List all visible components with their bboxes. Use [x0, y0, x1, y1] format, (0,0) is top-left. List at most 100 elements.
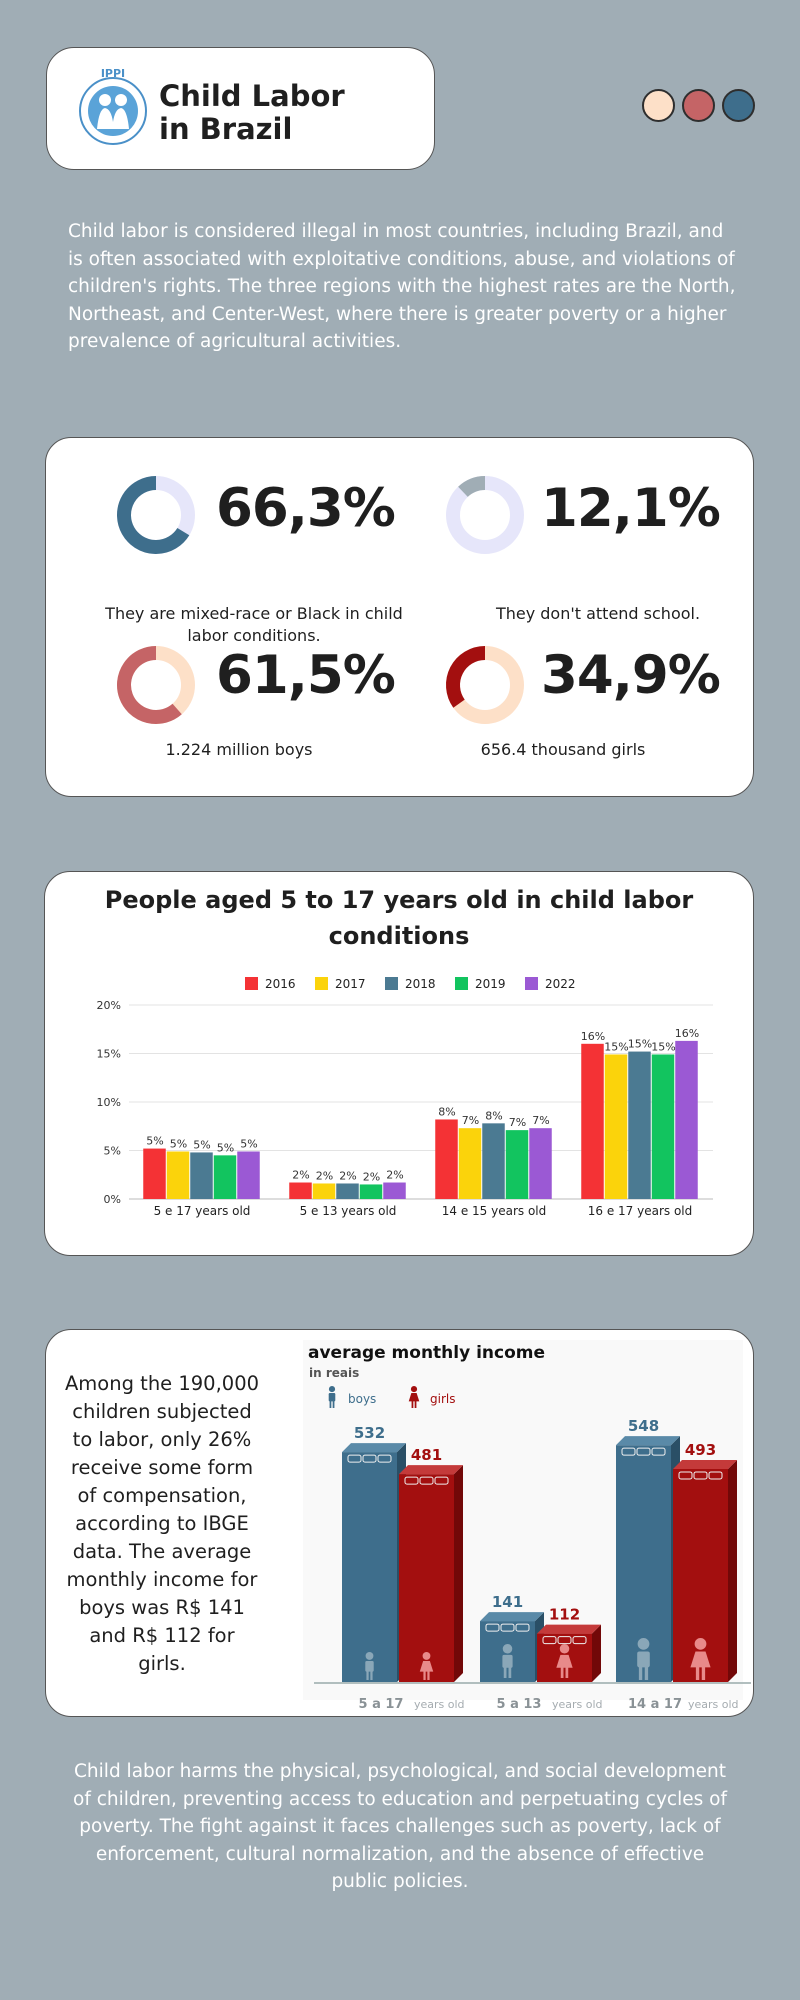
bar-2022-1: [383, 1182, 406, 1199]
legend-label: 2017: [335, 977, 366, 991]
bar-2016-3: [581, 1043, 604, 1199]
income-category-label: 5 a 17: [359, 1697, 404, 1712]
income-value-label: 548: [628, 1417, 659, 1435]
income-category-label: 14 a 17: [628, 1697, 682, 1712]
decorative-dot-blue: [722, 89, 755, 122]
bar-chart-title: People aged 5 to 17 years old in child l…: [104, 886, 694, 950]
legend-label: 2019: [475, 977, 506, 991]
person-leg: [332, 1400, 335, 1408]
income-value-label: 532: [354, 1424, 385, 1442]
person-leg: [366, 1671, 369, 1680]
person-leg: [508, 1667, 512, 1678]
page-title: Child Labor in Brazil: [159, 79, 345, 146]
x-tick-label: 5 e 13 years old: [300, 1204, 397, 1218]
income-chart-subtitle: in reais: [309, 1366, 359, 1380]
income-bar-boys-1: [480, 1612, 544, 1682]
legend-boys-label: boys: [348, 1392, 376, 1406]
coin-icon: [572, 1636, 587, 1645]
coin-icon: [485, 1623, 500, 1632]
person-leg: [427, 1671, 430, 1680]
income-category-unit: years old: [688, 1698, 739, 1711]
bar-2017-2: [458, 1128, 482, 1199]
person-leg: [414, 1400, 417, 1408]
intro-paragraph: Child labor is considered illegal in mos…: [68, 221, 736, 352]
data-label: 8%: [485, 1109, 502, 1122]
person-head: [365, 1652, 374, 1660]
person-leg: [695, 1666, 700, 1680]
bar-person-icon: [502, 1644, 513, 1678]
bar-top: [480, 1612, 544, 1622]
data-label: 15%: [604, 1040, 628, 1053]
person-body: [328, 1393, 336, 1402]
donut-chart-boys: [117, 646, 195, 724]
donut-chart-no-school: [446, 476, 524, 554]
legend-item-2016: 2016: [245, 977, 296, 991]
person-leg: [423, 1671, 426, 1680]
y-tick-label: 20%: [97, 999, 121, 1012]
data-label: 15%: [628, 1038, 652, 1051]
person-head: [328, 1386, 336, 1393]
person-body: [637, 1651, 650, 1668]
person-body: [690, 1651, 711, 1668]
data-label: 2%: [386, 1169, 403, 1182]
data-label: 5%: [240, 1137, 257, 1150]
legend-label: 2016: [265, 977, 296, 991]
donut-track: [446, 476, 524, 554]
header-card: IPPI Child Labor in Brazil: [46, 47, 435, 170]
data-label: 2%: [339, 1169, 356, 1182]
donut-segment: [117, 476, 190, 554]
person-leg: [701, 1666, 706, 1680]
stat-caption: 1.224 million boys: [165, 740, 313, 759]
data-label: 2%: [292, 1169, 309, 1182]
stat-value: 34,9%: [541, 645, 721, 706]
bar-2017-1: [312, 1183, 336, 1199]
logo-text: IPPI: [101, 67, 125, 80]
bar-top: [673, 1459, 737, 1469]
coin-icon: [404, 1476, 419, 1485]
stat-value: 61,5%: [216, 645, 396, 706]
outro-paragraph: Child labor harms the physical, psycholo…: [73, 1761, 727, 1892]
legend-item-2018: 2018: [385, 977, 436, 991]
data-label: 8%: [438, 1105, 455, 1118]
income-paragraph: Among the 190,000 children subjected to …: [64, 1372, 260, 1675]
person-leg: [560, 1667, 564, 1678]
income-value-label: 481: [411, 1446, 442, 1464]
person-leg: [638, 1666, 643, 1680]
coin-icon: [557, 1636, 572, 1645]
coin-icon: [678, 1471, 693, 1480]
y-tick-label: 0%: [104, 1193, 121, 1206]
legend-swatch: [525, 977, 538, 990]
person-body: [502, 1654, 513, 1668]
person-head: [637, 1638, 650, 1650]
bar-chart-card: People aged 5 to 17 years old in child l…: [44, 871, 754, 1256]
coin-icon: [500, 1623, 515, 1632]
bar-person-icon: [556, 1644, 573, 1678]
coin-icon: [708, 1471, 723, 1480]
bar-top: [399, 1465, 463, 1475]
bar-person-icon: [690, 1638, 711, 1680]
coin-icon: [362, 1454, 377, 1463]
x-tick-label: 5 e 17 years old: [154, 1204, 251, 1218]
bar-front: [673, 1468, 728, 1682]
income-value-label: 141: [492, 1593, 523, 1611]
person-head: [410, 1386, 418, 1393]
person-leg: [565, 1667, 569, 1678]
bar-person-icon: [419, 1652, 434, 1680]
y-tick-label: 10%: [97, 1096, 121, 1109]
bar-2017-0: [166, 1151, 190, 1199]
stat-boys: 61,5% 1.224 million boys: [114, 643, 414, 773]
bar-chart: 2016 2017 2018 2019 2022 0% 5% 10% 15% 20% 5% 5% 5% 5…: [97, 977, 713, 1218]
data-label: 16%: [675, 1027, 699, 1040]
legend-girls-label: girls: [430, 1392, 455, 1406]
person-leg: [644, 1666, 649, 1680]
coin-icon: [693, 1471, 708, 1480]
person-leg: [503, 1667, 507, 1678]
donut-segment: [446, 646, 486, 708]
income-bar-girls-1: [537, 1624, 601, 1682]
legend-swatch: [245, 977, 258, 990]
income-bar-chart: average monthly income in reais boys girls 5…: [303, 1340, 751, 1712]
legend-swatch: [315, 977, 328, 990]
legend-swatch: [385, 977, 398, 990]
bar-side: [728, 1459, 737, 1682]
bar-top: [537, 1624, 601, 1634]
